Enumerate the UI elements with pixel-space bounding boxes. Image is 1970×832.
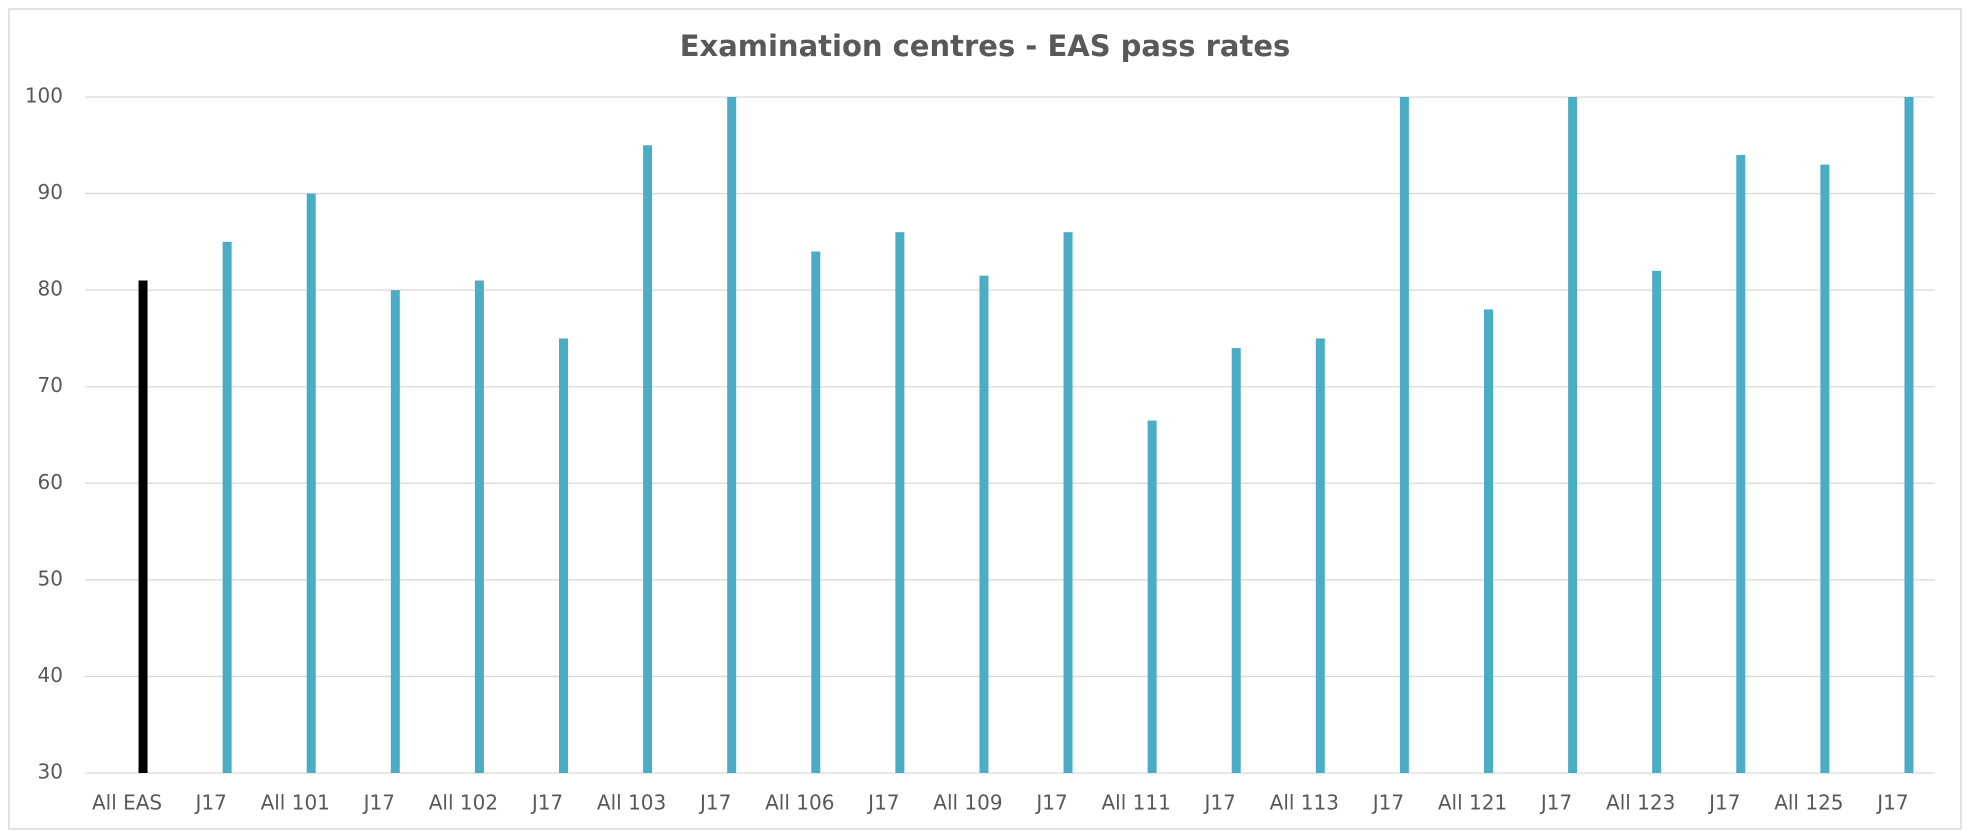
y-tick-label: 40 xyxy=(38,663,63,687)
bar xyxy=(222,241,232,773)
x-tick-label: J17 xyxy=(530,791,563,815)
bar xyxy=(138,280,148,773)
y-tick-label: 60 xyxy=(38,470,63,494)
bar xyxy=(1063,232,1073,773)
bar xyxy=(1820,164,1830,774)
bar xyxy=(1315,338,1325,773)
x-tick-label: All 123 xyxy=(1606,791,1675,815)
x-tick-label: J17 xyxy=(866,791,899,815)
x-tick-label: J17 xyxy=(1203,791,1236,815)
y-tick-label: 100 xyxy=(25,84,63,108)
x-tick-label: J17 xyxy=(1707,791,1740,815)
x-tick-label: All 125 xyxy=(1774,791,1843,815)
y-tick-label: 30 xyxy=(38,760,63,784)
bar xyxy=(979,275,989,773)
x-tick-label: All 109 xyxy=(933,791,1002,815)
bar xyxy=(727,97,737,773)
x-tick-label: All 113 xyxy=(1270,791,1339,815)
x-tick-label: J17 xyxy=(1371,791,1404,815)
bar xyxy=(474,280,484,773)
y-tick-label: 50 xyxy=(38,566,63,590)
bar xyxy=(1399,97,1409,773)
x-tick-label: J17 xyxy=(362,791,395,815)
bar xyxy=(1736,154,1746,773)
x-tick-label: All 102 xyxy=(429,791,498,815)
x-tick-label: All 111 xyxy=(1101,791,1170,815)
x-tick-label: All 103 xyxy=(597,791,666,815)
bar xyxy=(306,193,316,774)
bar xyxy=(1484,309,1493,773)
x-tick-label: All 101 xyxy=(261,791,330,815)
bar xyxy=(390,290,400,773)
bar xyxy=(1147,420,1157,773)
bar xyxy=(895,232,905,773)
x-tick-label: J17 xyxy=(1539,791,1572,815)
y-tick-label: 80 xyxy=(38,277,63,301)
x-tick-label: J17 xyxy=(193,791,226,815)
bar xyxy=(1904,97,1914,773)
y-tick-label: 70 xyxy=(38,373,63,397)
bar xyxy=(1568,97,1578,773)
chart-title: Examination centres - EAS pass rates xyxy=(680,29,1291,63)
bar xyxy=(559,338,568,773)
x-tick-label: J17 xyxy=(1034,791,1067,815)
y-tick-label: 90 xyxy=(38,180,63,204)
x-tick-label: J17 xyxy=(1875,791,1908,815)
bar xyxy=(1231,348,1241,773)
bar xyxy=(643,145,653,774)
x-tick-label: J17 xyxy=(698,791,731,815)
bar xyxy=(1652,270,1662,773)
x-tick-label: All EAS xyxy=(92,791,162,815)
x-tick-label: All 121 xyxy=(1438,791,1507,815)
x-tick-label: All 106 xyxy=(765,791,834,815)
bar xyxy=(811,251,821,773)
